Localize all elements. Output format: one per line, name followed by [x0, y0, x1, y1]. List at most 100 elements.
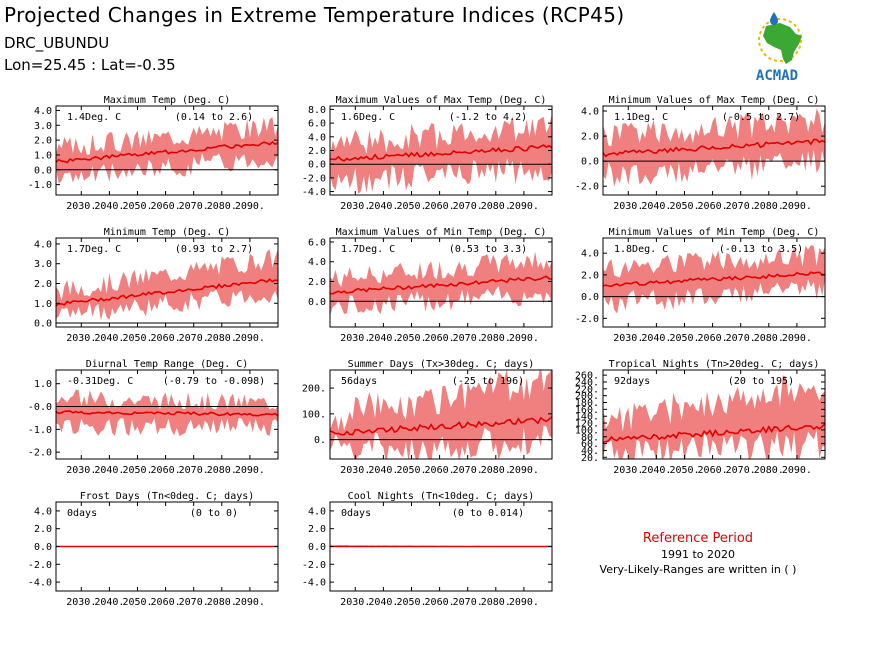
y-tick-label: 0.	[314, 435, 326, 446]
very-likely-range-band	[330, 112, 552, 194]
x-tick-label: 2030.	[66, 333, 96, 344]
x-tick-label: 2070.	[453, 201, 483, 212]
very-likely-range-label: (-25 to 196)	[452, 376, 524, 387]
median-line	[330, 275, 552, 295]
y-tick-label: 0.0	[308, 297, 326, 308]
change-value-label: 92days	[614, 376, 650, 387]
x-tick-label: 2060.	[151, 333, 181, 344]
very-likely-range-band	[56, 249, 278, 321]
x-tick-label: 2080.	[481, 333, 511, 344]
change-value-label: 1.4Deg. C	[67, 112, 121, 123]
y-tick-label: 2.0	[34, 136, 52, 147]
chart-title: Maximum Values of Min Temp (Deg. C)	[336, 227, 547, 238]
y-tick-label: 80.	[581, 432, 599, 443]
x-tick-label: 2040.	[641, 201, 671, 212]
y-tick-label: 4.0	[34, 506, 52, 517]
x-tick-label: 2080.	[754, 465, 784, 476]
x-tick-label: 2040.	[641, 465, 671, 476]
reference-period-years: 1991 to 2020	[660, 548, 736, 561]
x-tick-label: 2070.	[179, 201, 209, 212]
y-tick-label: 1.0	[34, 150, 52, 161]
x-tick-label: 2040.	[94, 597, 124, 608]
x-tick-label: 2080.	[481, 465, 511, 476]
median-line	[603, 138, 825, 158]
x-tick-label: 2030.	[613, 201, 643, 212]
x-tick-label: 2090.	[235, 597, 265, 608]
x-tick-label: 2080.	[481, 597, 511, 608]
x-tick-label: 2080.	[481, 201, 511, 212]
y-tick-label: -2.0	[28, 448, 52, 459]
median-line	[56, 278, 278, 307]
chart-title: Tropical Nights (Tn>20deg. C; days)	[609, 359, 820, 370]
x-tick-label: 2050.	[122, 597, 152, 608]
very-likely-ranges-note: Very-Likely-Ranges are written in ( )	[599, 563, 797, 576]
x-tick-label: 2050.	[669, 201, 699, 212]
x-tick-label: 2070.	[453, 465, 483, 476]
y-tick-label: 200.	[302, 384, 326, 395]
x-tick-label: 2070.	[726, 201, 756, 212]
y-tick-label: 0.0	[308, 160, 326, 171]
y-tick-label: 1.0	[34, 379, 52, 390]
x-tick-label: 2050.	[396, 333, 426, 344]
x-tick-label: 2040.	[641, 333, 671, 344]
y-tick-label: 4.0	[34, 239, 52, 250]
y-tick-label: -0.0	[28, 402, 52, 413]
very-likely-range-band	[330, 251, 552, 316]
y-tick-label: 20.	[581, 453, 599, 464]
x-tick-label: 2060.	[151, 201, 181, 212]
median-line	[330, 416, 552, 436]
x-tick-label: 2060.	[698, 465, 728, 476]
x-tick-label: 2090.	[509, 333, 539, 344]
very-likely-range-label: (-0.13 to 3.5)	[719, 244, 803, 255]
x-tick-label: 2080.	[207, 597, 237, 608]
x-tick-label: 2040.	[94, 201, 124, 212]
reference-period-box: Reference Period 1991 to 2020 Very-Likel…	[578, 531, 818, 576]
chart-panel: -2.00.02.04.02030.2040.2050.2060.2070.20…	[575, 227, 826, 344]
y-tick-label: 160.	[575, 405, 599, 416]
change-value-label: 0days	[341, 508, 371, 519]
plot-frame	[602, 237, 826, 328]
median-line	[56, 410, 278, 417]
x-tick-label: 2090.	[235, 333, 265, 344]
chart-panel: 0.0 2.0 4.0 6.0 2030.2040.2050.2060.2070.208…	[308, 227, 553, 344]
very-likely-range-band	[330, 370, 552, 459]
page-title: Projected Changes in Extreme Temperature…	[4, 3, 625, 27]
y-tick-label: 0.0	[34, 319, 52, 330]
y-tick-label: 4.0	[308, 257, 326, 268]
y-tick-label: 100.	[575, 425, 599, 436]
x-tick-label: 2070.	[179, 465, 209, 476]
x-tick-label: 2030.	[66, 465, 96, 476]
y-tick-label: -1.0	[28, 180, 52, 191]
very-likely-range-label: (0.14 to 2.6)	[175, 112, 253, 123]
y-tick-label: 4.0	[308, 506, 326, 517]
y-tick-label: 200.	[575, 391, 599, 402]
x-tick-label: 2030.	[340, 333, 370, 344]
y-tick-label: 0.0	[581, 292, 599, 303]
y-tick-label: -1.0	[28, 425, 52, 436]
x-tick-label: 2080.	[207, 201, 237, 212]
x-tick-label: 2040.	[94, 333, 124, 344]
y-tick-label: 4.0	[34, 106, 52, 117]
x-tick-label: 2030.	[613, 465, 643, 476]
median-line	[56, 140, 278, 164]
very-likely-range-label: (-0.79 to -0.098)	[163, 376, 265, 387]
x-tick-label: 2030.	[613, 333, 643, 344]
y-tick-label: 0.0	[581, 157, 599, 168]
very-likely-range-label: (0 to 0)	[190, 508, 238, 519]
x-tick-label: 2080.	[754, 333, 784, 344]
chart-panel: -1.00.01.02.03.04.02030.2040.2050.2060.2…	[28, 95, 279, 212]
x-tick-label: 2090.	[235, 201, 265, 212]
y-tick-label: 2.0	[34, 279, 52, 290]
chart-panel: -4.0 -2.0 0.0 2.0 4.0 2030.2040.2050.2060.207…	[302, 491, 553, 608]
plot-frame	[602, 369, 826, 460]
x-tick-label: 2070.	[179, 597, 209, 608]
plot-frame	[602, 105, 826, 196]
chart-panel: -4.0 -2.0 0.0 2.0 4.0 2030.2040.2050.2060.207…	[28, 491, 279, 608]
change-value-label: 1.6Deg. C	[341, 112, 395, 123]
x-tick-label: 2080.	[754, 201, 784, 212]
x-tick-label: 2070.	[453, 597, 483, 608]
x-tick-label: 2090.	[782, 465, 812, 476]
chart-title: Diurnal Temp Range (Deg. C)	[86, 359, 249, 370]
very-likely-range-band	[56, 117, 278, 184]
